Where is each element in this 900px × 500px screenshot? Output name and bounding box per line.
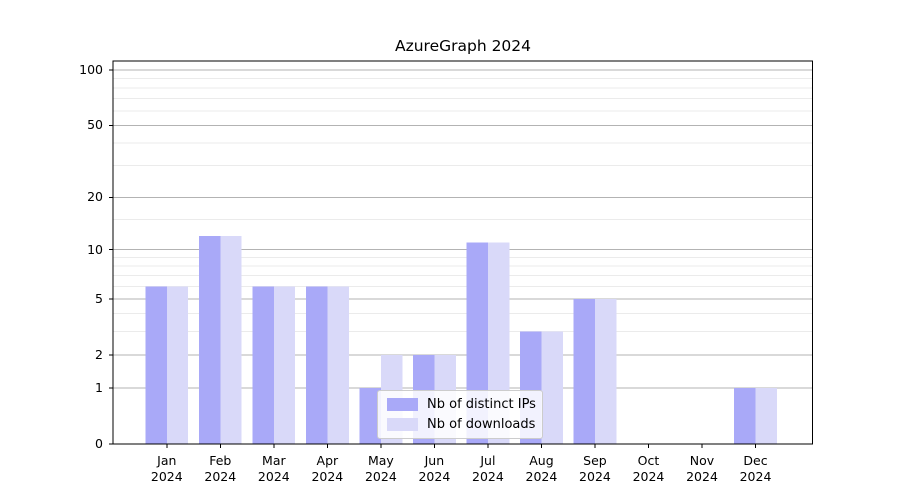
y-tick-label: 50 (87, 117, 103, 133)
bar-nb-of-downloads-apr (327, 286, 349, 444)
bar-nb-of-distinct-ips-mar (252, 286, 274, 444)
bar-nb-of-distinct-ips-jan (145, 286, 167, 444)
y-tick-label: 10 (87, 241, 103, 257)
bar-nb-of-distinct-ips-may (359, 387, 381, 444)
bar-nb-of-distinct-ips-apr (305, 286, 328, 444)
y-tick-label: 1 (95, 379, 103, 395)
bar-nb-of-distinct-ips-dec (734, 387, 756, 444)
x-tick-label: Nov 2024 (686, 453, 718, 484)
x-tick-label: Oct 2024 (632, 453, 665, 484)
legend-label-downloads: Nb of downloads (427, 417, 536, 432)
legend-row-distinct-ips: Nb of distinct IPs (387, 397, 536, 412)
x-tick-label: Sep 2024 (579, 453, 611, 484)
x-tick-label: Dec 2024 (739, 453, 772, 484)
x-tick-label: Jun 2024 (418, 453, 451, 484)
chart-title: AzureGraph 2024 (394, 37, 532, 55)
x-tick-label: Jul 2024 (472, 453, 504, 484)
bar-nb-of-distinct-ips-sep (573, 298, 595, 444)
bar-nb-of-downloads-dec (755, 387, 777, 444)
legend-row-downloads: Nb of downloads (387, 417, 536, 432)
legend-swatch-downloads (387, 418, 418, 431)
bar-nb-of-downloads-feb (220, 236, 242, 444)
y-tick-label: 5 (95, 290, 103, 306)
x-tick-label: Feb 2024 (204, 453, 237, 484)
legend: Nb of distinct IPs Nb of downloads (377, 390, 543, 439)
bar-nb-of-downloads-jan (166, 286, 189, 444)
bar-nb-of-downloads-aug (541, 331, 563, 444)
plot-frame (112, 60, 813, 445)
y-tick-label: 2 (95, 346, 103, 362)
x-tick-label: May 2024 (364, 453, 397, 484)
y-tick-label: 0 (95, 436, 103, 451)
bar-nb-of-distinct-ips-feb (198, 236, 221, 444)
x-tick-label: Aug 2024 (525, 453, 558, 484)
y-tick-label: 20 (87, 189, 103, 205)
bar-nb-of-downloads-mar (273, 286, 296, 444)
x-tick-label: Jan 2024 (150, 453, 183, 484)
x-tick-label: Mar 2024 (257, 453, 290, 484)
y-tick-label: 100 (79, 62, 103, 77)
x-tick-label: Apr 2024 (311, 453, 344, 484)
bar-nb-of-downloads-sep (594, 298, 617, 444)
legend-swatch-distinct-ips (387, 398, 418, 411)
legend-label-distinct-ips: Nb of distinct IPs (427, 397, 536, 412)
